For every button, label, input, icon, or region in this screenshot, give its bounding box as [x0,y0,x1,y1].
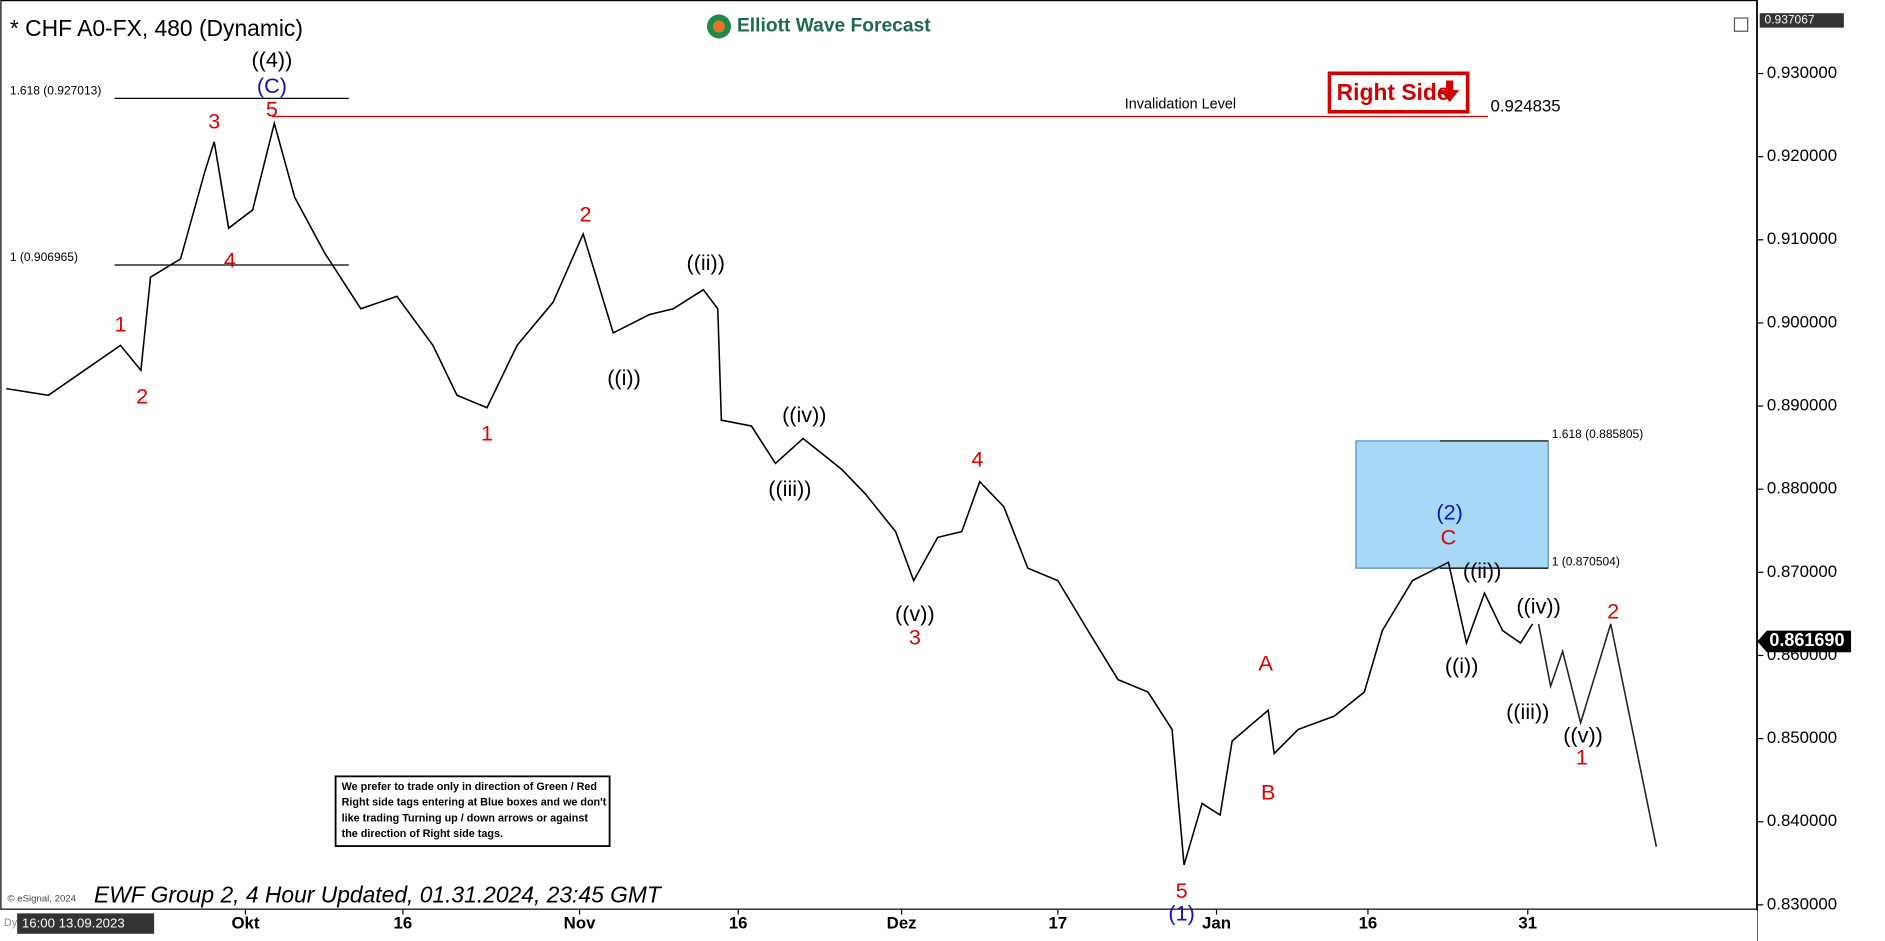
wave-label: ((iii)) [1506,699,1549,724]
y-tick-label: 0.910000 [1767,229,1837,248]
wave-label: 5 [266,96,278,121]
y-tick-label: 0.930000 [1767,63,1837,82]
invalidation-text: Invalidation Level [1125,96,1236,112]
wave-label: 2 [136,383,148,408]
y-tick-label: 0.870000 [1767,562,1837,581]
note-box [334,775,611,847]
y-tick-label: 0.890000 [1767,396,1837,415]
y-tick-label: 0.850000 [1767,728,1837,747]
wave-label: C [1441,524,1457,549]
start-time: 16:00 13.09.2023 [22,916,125,931]
x-tick-label: 31 [1518,914,1537,933]
x-tick-label: 16 [394,914,413,933]
y-tick-label: 0.900000 [1767,312,1837,331]
note-line: like trading Turning up / down arrows or… [342,812,589,824]
last-price-label: 0.861690 [1769,630,1844,650]
x-tick-label: Nov [564,914,596,933]
x-tick-label: Jan [1202,914,1231,933]
wave-label: ((i)) [607,365,641,390]
wave-label: (1) [1168,900,1194,925]
wave-label: 1 [114,312,126,337]
wave-label: 5 [1176,878,1188,903]
tag-arrow [1440,80,1460,103]
note-line: We prefer to trade only in direction of … [342,781,597,793]
price-line [6,120,1534,866]
fib-level-label: 1.618 (0.885805) [1552,427,1643,441]
x-tick-label: Dez [887,914,917,933]
y-tick-label: 0.920000 [1767,146,1837,165]
wave-label: 2 [580,201,592,226]
wave-label: ((v)) [895,601,935,626]
note-line: Right side tags entering at Blue boxes a… [342,797,607,809]
wave-label: ((iv)) [782,402,826,427]
wave-label: 4 [971,446,983,471]
wave-label: 4 [224,247,236,272]
y-tick-label: 0.880000 [1767,479,1837,498]
copyright: © eSignal, 2024 [8,893,77,904]
fib-level-label: 1.618 (0.927013) [10,83,101,97]
wave-label: 3 [208,109,220,134]
x-tick-label: 16 [729,914,748,933]
wave-label: 3 [909,625,921,650]
x-axis-band [0,910,1758,941]
wave-label: A [1259,651,1274,676]
wave-label: ((iii)) [768,476,811,501]
logo-text: Elliott Wave Forecast [737,16,931,37]
fib-level-label: 1 (0.906965) [10,250,78,264]
logo-icon-inner [712,20,725,33]
wave-label: 2 [1607,599,1619,624]
wave-label: ((v)) [1563,722,1603,747]
wave-label: ((ii)) [1463,558,1501,583]
last-price-box [1757,630,1852,653]
note-line: the direction of Right side tags. [342,828,503,840]
x-tick-label: 17 [1049,914,1068,933]
note: We prefer to trade only in direction of … [334,775,611,847]
y-tick-label: 0.830000 [1767,894,1837,913]
tag-text: Right Side [1337,79,1450,105]
chart-title: * CHF A0-FX, 480 (Dynamic) [10,15,303,41]
invalidation-label: 0.924835 [1491,96,1561,115]
target-box [1355,440,1549,569]
wave-label: B [1261,779,1275,804]
start-time-box [17,913,155,934]
top-price-label: 0.937067 [1765,13,1815,27]
wave-label: ((ii)) [687,250,725,275]
logo: Elliott Wave Forecast [706,14,931,39]
wave-label: ((4)) [251,47,292,72]
wave-label: ((i)) [1445,653,1479,678]
wave-label: (2) [1436,500,1462,525]
wave-label: 1 [481,420,493,445]
wave-label: 1 [1576,745,1588,770]
wave-label: (C) [257,73,287,98]
right-side-tag: Right Side [1327,71,1470,114]
window-button[interactable] [1733,17,1749,32]
x-tick-label: Okt [231,914,259,933]
price-line [1537,623,1658,847]
footer: EWF Group 2, 4 Hour Updated, 01.31.2024,… [94,882,663,908]
x-tick-label: 16 [1359,914,1378,933]
y-tick-label: 0.840000 [1767,811,1837,830]
top-price-box [1759,13,1844,28]
wave-label: ((iv)) [1516,594,1560,619]
fib-level-label: 1 (0.870504) [1552,554,1620,568]
